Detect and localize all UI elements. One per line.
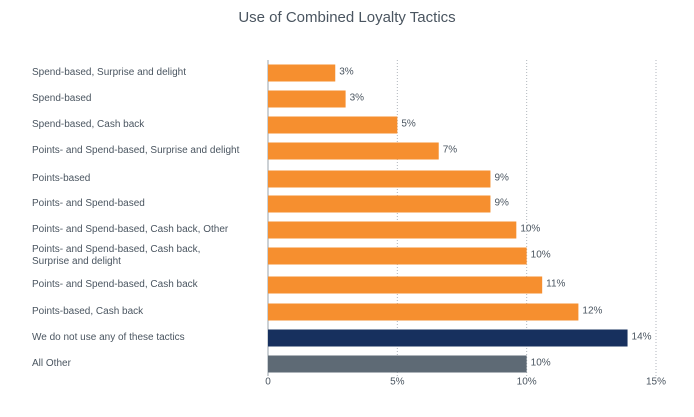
value-label: 5%: [401, 119, 416, 130]
value-label: 11%: [546, 279, 565, 290]
value-label: 9%: [494, 198, 509, 209]
y-tick-label: Points- and Spend-based, Cash back, Othe…: [32, 224, 229, 235]
bar: [268, 303, 579, 321]
chart-title: Use of Combined Loyalty Tactics: [238, 9, 455, 26]
bar: [268, 90, 346, 108]
y-tick-label: Spend-based: [32, 93, 92, 104]
value-label: 14%: [632, 332, 652, 343]
bar: [268, 64, 336, 82]
y-tick-label: We do not use any of these tactics: [32, 332, 185, 343]
bar: [268, 355, 527, 373]
bar: [268, 247, 527, 265]
y-tick-label: Points- and Spend-based, Cash back: [32, 279, 198, 290]
bar: [268, 116, 398, 134]
y-tick-label: Points- and Spend-based: [32, 198, 145, 209]
x-tick-label: 15%: [646, 377, 666, 388]
y-tick-label: All Other: [32, 358, 71, 369]
y-tick-label: Spend-based, Cash back: [32, 119, 145, 130]
value-label: 3%: [339, 67, 354, 78]
value-label: 10%: [531, 358, 551, 369]
y-tick-label: Points-based, Cash back: [32, 306, 144, 317]
x-tick-label: 10%: [517, 377, 537, 388]
y-tick-label: Points-based: [32, 173, 91, 184]
value-label: 7%: [443, 145, 458, 156]
y-tick-label: Spend-based, Surprise and delight: [32, 67, 186, 78]
value-label: 9%: [494, 173, 509, 184]
y-tick-label: Points- and Spend-based, Cash back, Surp…: [32, 244, 201, 267]
value-label: 10%: [520, 224, 540, 235]
y-tick-label: Points- and Spend-based, Surprise and de…: [32, 145, 240, 156]
x-tick-label: 5%: [390, 377, 405, 388]
bar: [268, 221, 517, 239]
bar: [268, 329, 628, 347]
bar: [268, 195, 491, 213]
value-label: 3%: [350, 93, 365, 104]
x-tick-label: 0: [265, 377, 271, 388]
bar: [268, 276, 543, 294]
bar: [268, 170, 491, 188]
value-label: 10%: [531, 250, 551, 261]
bar: [268, 142, 439, 160]
value-label: 12%: [582, 306, 602, 317]
